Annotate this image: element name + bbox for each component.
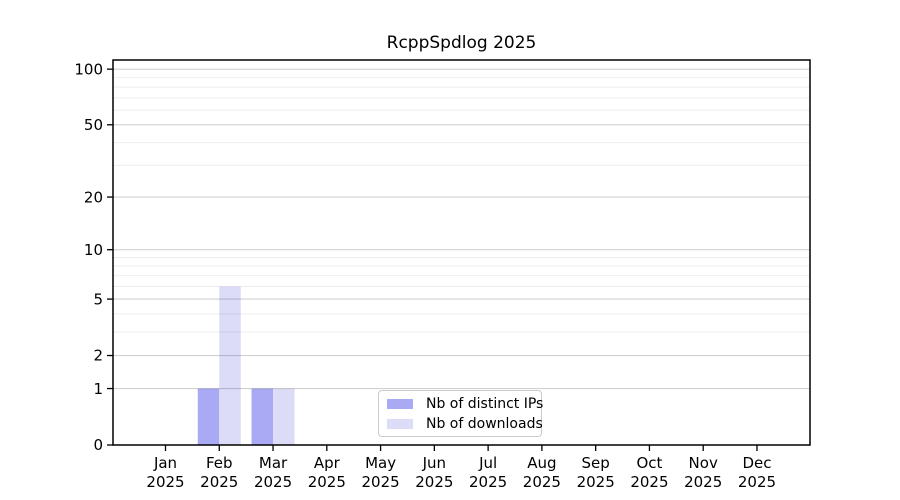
x-tick-label-month: Mar	[259, 454, 288, 472]
x-tick-label-year: 2025	[523, 473, 561, 491]
legend-label-downloads: Nb of downloads	[426, 415, 543, 432]
legend-label-distinct-ips: Nb of distinct IPs	[426, 395, 544, 412]
x-tick-label-month: Jan	[153, 454, 177, 472]
x-tick-label-year: 2025	[254, 473, 292, 491]
legend-item-downloads: Nb of downloads	[387, 415, 543, 432]
legend: Nb of distinct IPs Nb of downloads	[378, 390, 543, 437]
plot-border	[112, 59, 811, 446]
y-tick-label: 100	[74, 60, 103, 78]
legend-item-distinct-ips: Nb of distinct IPs	[387, 395, 543, 412]
x-tick-label-month: Oct	[636, 454, 662, 472]
y-tick-label: 1	[93, 380, 103, 398]
x-tick-label-month: Apr	[314, 454, 341, 472]
x-tick-label-month: Aug	[527, 454, 556, 472]
y-tick-label: 2	[93, 347, 103, 365]
x-tick-label-month: Dec	[742, 454, 771, 472]
x-tick-label-month: Feb	[206, 454, 233, 472]
x-tick-label-year: 2025	[630, 473, 668, 491]
x-tick-label-month: Sep	[582, 454, 610, 472]
x-tick-label-year: 2025	[738, 473, 776, 491]
x-tick-label-year: 2025	[361, 473, 399, 491]
x-tick-label-month: Nov	[689, 454, 718, 472]
y-tick-label: 10	[84, 241, 103, 259]
y-tick-label: 50	[84, 116, 103, 134]
legend-swatch-downloads-icon	[387, 418, 413, 429]
y-tick-label: 20	[84, 188, 103, 206]
x-tick-label-year: 2025	[146, 473, 184, 491]
x-tick-label-month: Jul	[478, 454, 497, 472]
x-tick-label-year: 2025	[684, 473, 722, 491]
x-tick-label-year: 2025	[469, 473, 507, 491]
x-tick-label-month: Jun	[422, 454, 446, 472]
x-tick-label-year: 2025	[200, 473, 238, 491]
bar-mar-downloads	[273, 388, 295, 445]
chart-title: RcppSpdlog 2025	[386, 33, 537, 53]
x-tick-label-year: 2025	[577, 473, 615, 491]
y-tick-label: 5	[93, 290, 103, 308]
bar-feb-distinct-ips	[197, 388, 220, 445]
bar-feb-downloads	[219, 286, 241, 445]
x-tick-label-year: 2025	[415, 473, 453, 491]
legend-swatch-distinct-ips-icon	[387, 398, 413, 409]
bar-mar-distinct-ips	[251, 388, 274, 445]
x-tick-label-year: 2025	[308, 473, 346, 491]
y-tick-label: 0	[93, 436, 103, 454]
x-tick-label-month: May	[365, 454, 396, 472]
